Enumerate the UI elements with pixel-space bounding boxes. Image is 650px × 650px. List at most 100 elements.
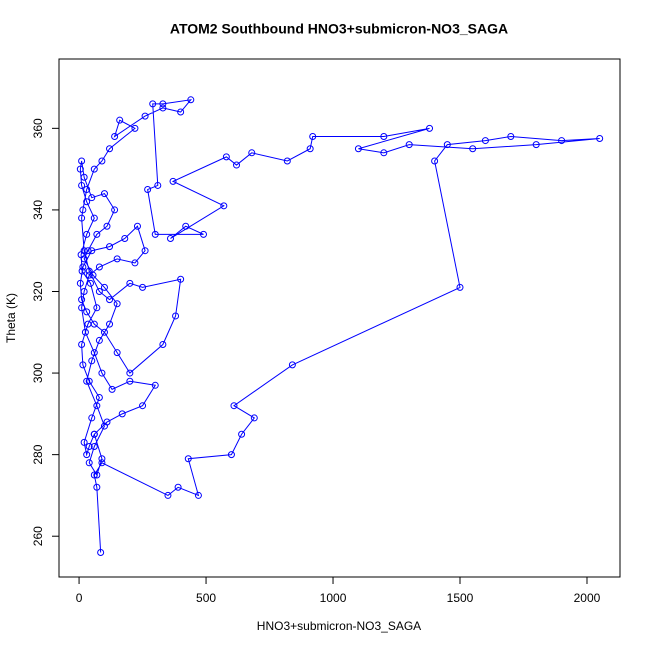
data-point bbox=[93, 304, 101, 312]
data-point bbox=[111, 132, 119, 140]
data-point bbox=[78, 181, 86, 189]
data-point bbox=[78, 157, 86, 165]
data-point bbox=[80, 287, 88, 295]
data-point bbox=[159, 100, 167, 108]
data-point bbox=[227, 451, 235, 459]
data-point bbox=[426, 124, 434, 132]
data-point bbox=[532, 141, 540, 149]
data-point bbox=[100, 422, 108, 430]
data-point bbox=[248, 149, 256, 157]
data-point bbox=[76, 165, 84, 173]
data-point bbox=[194, 491, 202, 499]
data-point bbox=[95, 263, 103, 271]
x-tick-label: 1000 bbox=[320, 591, 347, 605]
data-point bbox=[222, 153, 230, 161]
x-tick-label: 1500 bbox=[447, 591, 474, 605]
data-point bbox=[238, 430, 246, 438]
data-point bbox=[98, 157, 106, 165]
data-point bbox=[106, 145, 114, 153]
data-point bbox=[250, 414, 258, 422]
data-point bbox=[85, 377, 93, 385]
data-point bbox=[83, 198, 91, 206]
data-point bbox=[78, 214, 86, 222]
data-point bbox=[481, 137, 489, 145]
data-point bbox=[159, 341, 167, 349]
data-point bbox=[90, 471, 98, 479]
data-point bbox=[187, 96, 195, 104]
data-point bbox=[76, 279, 84, 287]
data-point bbox=[80, 255, 88, 263]
data-point bbox=[93, 230, 101, 238]
data-point bbox=[126, 377, 134, 385]
data-point bbox=[126, 369, 134, 377]
data-point bbox=[121, 234, 129, 242]
data-point bbox=[111, 206, 119, 214]
data-point bbox=[103, 222, 111, 230]
data-point bbox=[141, 112, 149, 120]
data-point bbox=[106, 296, 114, 304]
data-point bbox=[288, 361, 296, 369]
data-point bbox=[151, 381, 159, 389]
data-point bbox=[85, 271, 93, 279]
data-point bbox=[83, 230, 91, 238]
data-point bbox=[80, 438, 88, 446]
data-point bbox=[118, 410, 126, 418]
data-point bbox=[596, 135, 604, 143]
data-point bbox=[93, 402, 101, 410]
data-point bbox=[100, 190, 108, 198]
data-point bbox=[164, 491, 172, 499]
data-point bbox=[95, 394, 103, 402]
data-point bbox=[86, 279, 94, 287]
data-point bbox=[113, 300, 121, 308]
data-point bbox=[200, 230, 208, 238]
data-point bbox=[100, 328, 108, 336]
data-point bbox=[141, 247, 149, 255]
data-point bbox=[443, 141, 451, 149]
data-point bbox=[507, 132, 515, 140]
y-tick-label: 300 bbox=[31, 363, 45, 383]
data-point bbox=[78, 341, 86, 349]
data-point bbox=[166, 234, 174, 242]
data-point bbox=[108, 385, 116, 393]
data-point bbox=[131, 259, 139, 267]
data-point bbox=[106, 320, 114, 328]
data-point bbox=[154, 181, 162, 189]
data-point bbox=[309, 132, 317, 140]
data-point bbox=[95, 287, 103, 295]
x-tick-label: 500 bbox=[196, 591, 216, 605]
data-point bbox=[149, 100, 157, 108]
x-tick-label: 2000 bbox=[574, 591, 601, 605]
data-point bbox=[83, 377, 91, 385]
data-point bbox=[230, 402, 238, 410]
data-point bbox=[220, 202, 228, 210]
data-point bbox=[90, 165, 98, 173]
data-point bbox=[88, 194, 96, 202]
data-point bbox=[106, 243, 114, 251]
data-point bbox=[79, 263, 87, 271]
x-tick-label: 0 bbox=[76, 591, 83, 605]
data-point bbox=[159, 104, 167, 112]
data-point bbox=[90, 349, 98, 357]
chart-title: ATOM2 Southbound HNO3+submicron-NO3_SAGA bbox=[170, 21, 508, 37]
x-axis-label: HNO3+submicron-NO3_SAGA bbox=[257, 619, 421, 633]
y-tick-label: 340 bbox=[31, 200, 45, 220]
data-point bbox=[139, 283, 147, 291]
data-point bbox=[85, 267, 93, 275]
y-axis-label: Theta (K) bbox=[4, 293, 18, 343]
data-point bbox=[85, 442, 93, 450]
data-point bbox=[113, 349, 121, 357]
y-tick-label: 280 bbox=[31, 444, 45, 464]
data-point bbox=[405, 141, 413, 149]
data-point bbox=[456, 283, 464, 291]
data-point bbox=[84, 320, 92, 328]
data-point bbox=[133, 222, 141, 230]
data-point bbox=[83, 186, 91, 194]
data-point bbox=[469, 145, 477, 153]
data-point bbox=[126, 279, 134, 287]
y-tick-label: 260 bbox=[31, 526, 45, 546]
data-point bbox=[113, 255, 121, 263]
data-point bbox=[78, 304, 86, 312]
data-point bbox=[81, 328, 89, 336]
data-point bbox=[131, 124, 139, 132]
